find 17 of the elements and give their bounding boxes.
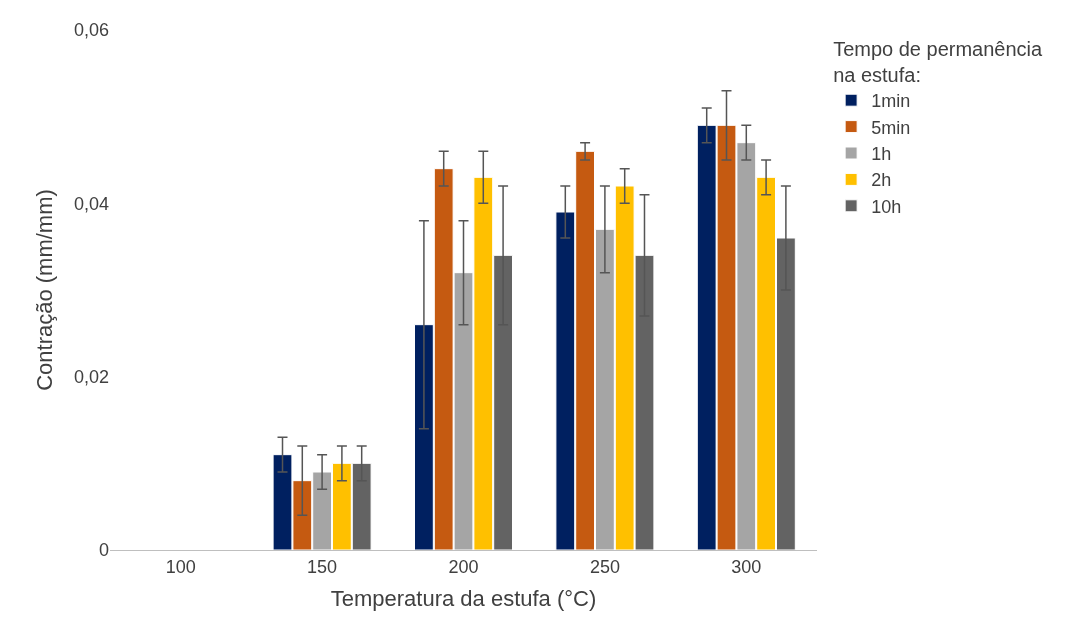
x-tick-label: 150 bbox=[307, 556, 338, 577]
y-tick-label: 0 bbox=[98, 540, 109, 561]
y-tick-label: 0,04 bbox=[73, 193, 109, 214]
y-tick-label: 0,02 bbox=[73, 366, 109, 387]
y-tick-label: 0,06 bbox=[73, 20, 109, 41]
x-tick-label: 100 bbox=[165, 556, 196, 577]
legend-label: 2h bbox=[871, 170, 892, 191]
y-axis-title: Contração (mm/mm) bbox=[31, 189, 57, 391]
legend-label: 10h bbox=[871, 196, 902, 217]
legend-title: Tempo de permanência na estufa: bbox=[833, 38, 1044, 86]
x-tick-label: 300 bbox=[731, 556, 762, 577]
x-axis-title: Temperatura da estufa (°C) bbox=[330, 586, 597, 612]
x-tick-label: 200 bbox=[448, 556, 479, 577]
legend-label: 1min bbox=[871, 91, 911, 112]
legend-label: 5min bbox=[871, 117, 911, 138]
x-tick-label: 250 bbox=[589, 556, 620, 577]
legend-label: 1h bbox=[871, 144, 892, 165]
